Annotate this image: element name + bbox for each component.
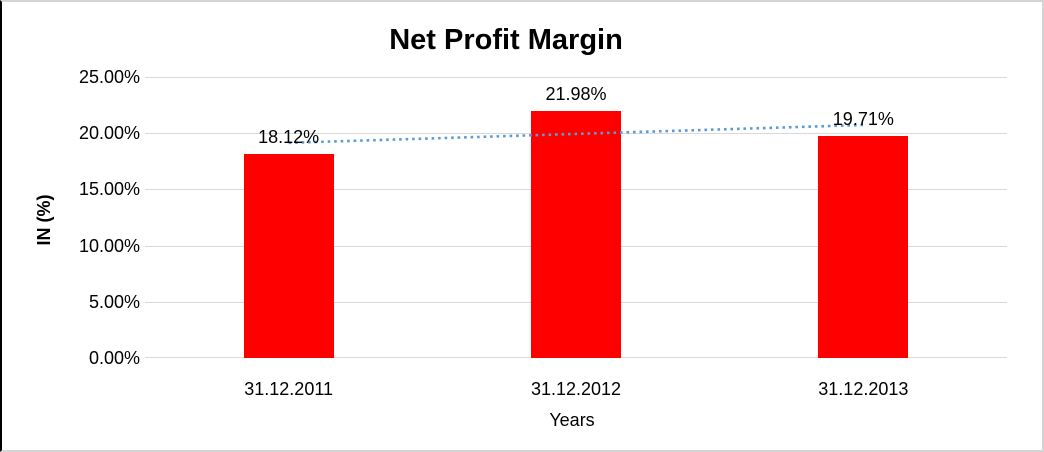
trendline [288,123,864,145]
gridline [145,77,1007,78]
y-tick-label: 5.00% [88,291,140,312]
bar [531,110,621,358]
x-tick-label: 31.12.2012 [530,379,622,399]
y-tick-label: 15.00% [78,179,140,200]
y-axis-title: IN (%) [34,194,54,246]
y-tick-label: 25.00% [78,67,140,87]
bar [243,154,334,358]
y-tick-label: 20.00% [78,123,140,144]
trendline-path [288,123,864,145]
bar-value-label: 21.98% [545,83,607,104]
bar-value-label: 18.12% [258,127,320,148]
plot-area: 18.12% 21.98% 19.71% [145,77,1007,358]
bar-value-label: 19.71% [832,109,894,130]
x-tick-label: 31.12.2013 [818,379,909,399]
x-axis-title: Years [549,410,595,430]
bar [818,136,909,358]
x-tick-label: 31.12.2011 [244,379,334,399]
y-tick-label: 0.00% [88,348,140,368]
y-tick-label: 10.00% [78,235,140,256]
chart-title: Net Profit Margin [389,24,623,56]
